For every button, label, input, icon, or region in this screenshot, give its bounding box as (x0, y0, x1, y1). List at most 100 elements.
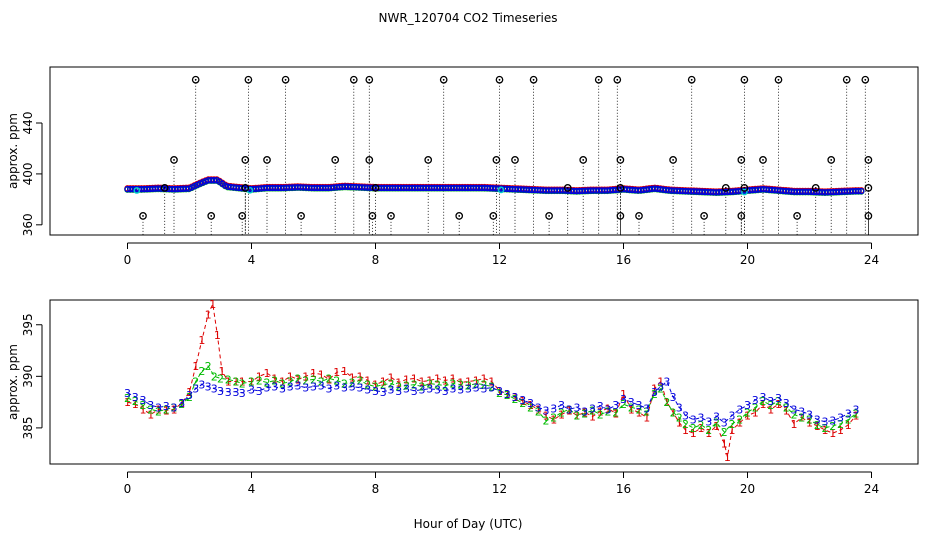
series-1-point-label: 1 (239, 375, 246, 388)
series-3-point-label: 3 (713, 411, 720, 424)
series-2-point-label: 2 (752, 401, 759, 414)
flag-point-center (724, 187, 727, 189)
series-1-point-label: 1 (411, 372, 418, 385)
flag-point-center (672, 159, 674, 161)
series-3-point-label: 3 (651, 386, 658, 399)
flag-point-center (867, 187, 870, 189)
series-2-point-label: 2 (605, 405, 612, 418)
series-1-point-label: 1 (729, 424, 736, 437)
series-2-point-label: 2 (705, 424, 712, 437)
flag-point-center (334, 159, 337, 161)
series-2-point-label: 2 (535, 405, 542, 418)
series-2-point-label: 2 (388, 378, 395, 391)
series-1-point-label: 1 (372, 379, 379, 392)
series-2-point-label: 2 (488, 381, 495, 394)
flag-point (495, 75, 504, 84)
flag-point-center (498, 78, 501, 81)
series-3-point-label: 3 (488, 382, 495, 395)
series-1-point-label: 1 (628, 403, 635, 416)
flag-point-center (163, 187, 166, 189)
flag-point (244, 75, 253, 84)
series-1-point-label: 1 (178, 397, 185, 410)
series-3-point-label: 3 (225, 386, 232, 399)
series-1-point-label: 1 (147, 408, 154, 421)
bottom-x-tick-label: 20 (740, 482, 755, 496)
series-2-point-label: 2 (550, 412, 557, 425)
series-3-point (210, 177, 218, 184)
series-3-point-label: 3 (147, 399, 154, 412)
flag-point-center (300, 215, 302, 217)
series-1-point-label: 1 (605, 402, 612, 415)
cyan-point (741, 188, 748, 196)
series-3-point-label: 3 (829, 415, 836, 428)
series-1-point-label: 1 (806, 417, 813, 430)
series-1-point-label: 1 (357, 370, 364, 383)
series-1-point-label: 1 (589, 411, 596, 424)
series-1-point-label: 1 (512, 391, 519, 404)
series-3-point-label: 3 (279, 383, 286, 396)
flag-point-center (210, 215, 213, 217)
series-2-point-label: 2 (628, 401, 635, 414)
series-2-point-label: 2 (205, 360, 212, 373)
flag-point-center (597, 78, 600, 81)
flag-point (511, 156, 519, 164)
flag-point (616, 212, 625, 220)
series-1-point-label: 1 (636, 406, 643, 419)
series-3-point-label: 3 (419, 384, 426, 397)
flag-point (721, 184, 730, 192)
flag-point (579, 156, 588, 164)
series-2-point-label: 2 (248, 375, 255, 388)
series-2-point-label: 2 (574, 410, 581, 423)
series-3-point-label: 3 (620, 393, 627, 406)
flag-point-center (284, 78, 287, 81)
series-1-point-label: 1 (124, 396, 131, 409)
flag-point-center (867, 159, 870, 161)
series-3-point-label: 3 (822, 416, 829, 429)
series-3-point-label: 3 (597, 400, 604, 413)
flag-point-center (740, 159, 743, 161)
flag-point (616, 156, 625, 164)
series-1-point-label: 1 (209, 298, 216, 311)
series-3-point-label: 3 (806, 408, 813, 421)
series-2-point-label: 2 (682, 418, 689, 431)
series-3-point-label: 3 (287, 381, 294, 394)
series-1-point-label: 1 (318, 368, 325, 381)
series-3-point-label: 3 (853, 403, 860, 416)
series-1-point-label: 1 (721, 437, 728, 450)
top-panel-marks (124, 75, 873, 235)
series-3-point-label: 3 (450, 383, 457, 396)
series-2-point-label: 2 (473, 378, 480, 391)
series-1-point-label: 1 (651, 383, 658, 396)
series-2-point-label: 2 (736, 414, 743, 427)
series-2-point-label: 2 (349, 377, 356, 390)
bottom-x-tick-label: 0 (124, 482, 132, 496)
top-y-axis-label: approx. ppm (6, 113, 20, 189)
series-3-point-label: 3 (124, 387, 131, 400)
series-3-point-label: 3 (496, 385, 503, 398)
series-2-point-label: 2 (333, 374, 340, 387)
flag-point (545, 212, 553, 220)
series-3-point-label: 3 (519, 394, 526, 407)
series-2-point-label: 2 (186, 391, 193, 404)
flag-point (700, 212, 708, 220)
series-3-point-label: 3 (186, 389, 193, 402)
top-panel: approx. ppm 0 4 8 12 16 20 24 360 400 440 (6, 66, 919, 267)
series-3-point-label: 3 (729, 410, 736, 423)
series-2-point-label: 2 (496, 387, 503, 400)
flag-point (827, 156, 836, 164)
series-2-point-label: 2 (744, 406, 751, 419)
series-2-point-label: 2 (147, 403, 154, 416)
series-2-point-label: 2 (372, 381, 379, 394)
flag-point (616, 184, 625, 192)
series-2-line (127, 365, 857, 433)
series-2-point-label: 2 (589, 404, 596, 417)
series-1-point-label: 1 (698, 422, 705, 435)
series-1-point-label: 1 (566, 404, 573, 417)
series-3-point-label: 3 (473, 382, 480, 395)
series-2-point-label: 2 (612, 406, 619, 419)
series-3-point-label: 3 (775, 392, 782, 405)
flag-point-center (548, 215, 550, 217)
series-3-point-label: 3 (372, 385, 379, 398)
series-3-point-label: 3 (310, 381, 317, 394)
